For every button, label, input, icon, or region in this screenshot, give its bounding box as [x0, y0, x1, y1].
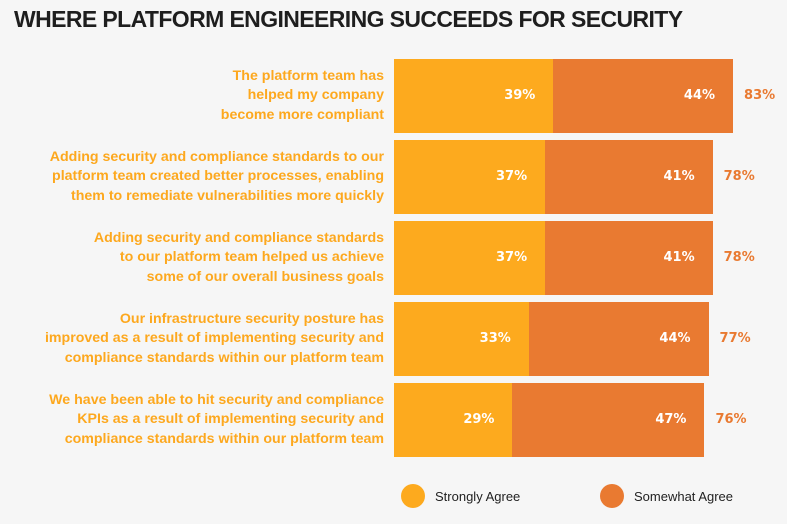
- bar-strongly-agree: [394, 59, 554, 133]
- category-label-line: The platform team has: [232, 67, 384, 84]
- category-label-line: platform team created better processes, …: [52, 168, 384, 185]
- category-label: Our infrastructure security posture has i…: [0, 302, 384, 376]
- total-label: 77%: [719, 331, 751, 346]
- legend-item-strongly-agree: Strongly Agree: [401, 484, 520, 508]
- bar-row: Our infrastructure security posture has i…: [0, 302, 787, 376]
- bar-strongly-agree: [394, 383, 513, 457]
- category-label-line: We have been able to hit security and co…: [49, 391, 384, 408]
- category-label: Adding security and compliance standards…: [0, 140, 384, 214]
- bar-value-label: 44%: [659, 331, 691, 346]
- total-label: 78%: [723, 169, 755, 184]
- bar-row: Adding security and compliance standards…: [0, 140, 787, 214]
- category-label: Adding security and compliance standards…: [0, 221, 384, 295]
- bar-value-label: 33%: [479, 331, 511, 346]
- chart-title: WHERE PLATFORM ENGINEERING SUCCEEDS FOR …: [14, 6, 683, 32]
- bar-strongly-agree: [394, 140, 546, 214]
- bar-strongly-agree: [394, 302, 529, 376]
- bar-somewhat-agree: [512, 383, 705, 457]
- legend-swatch-strongly-agree: [401, 484, 425, 508]
- bar-somewhat-agree: [545, 140, 713, 214]
- bar-value-label: 47%: [655, 412, 687, 427]
- total-label: 76%: [715, 412, 747, 427]
- legend-swatch-somewhat-agree: [600, 484, 624, 508]
- bar-value-label: 44%: [683, 88, 716, 103]
- category-label-line: Our infrastructure security posture has: [119, 310, 384, 327]
- bar-somewhat-agree: [528, 302, 709, 376]
- bar-value-label: 29%: [463, 412, 495, 427]
- category-label-line: to our platform team helped us achieve: [119, 249, 384, 266]
- bar-value-label: 37%: [496, 169, 528, 184]
- bar-row: We have been able to hit security and co…: [0, 383, 787, 457]
- legend-label: Somewhat Agree: [634, 488, 734, 504]
- legend-item-somewhat-agree: Somewhat Agree: [600, 484, 733, 508]
- category-label-line: Adding security and compliance standards…: [49, 148, 384, 165]
- bar-somewhat-agree: [545, 221, 713, 295]
- category-label-line: them to remediate vulnerabilities more q…: [70, 187, 384, 204]
- category-label-line: compliance standards within our platform…: [64, 349, 384, 366]
- bar-value-label: 39%: [504, 88, 536, 103]
- bar-value-label: 41%: [663, 250, 695, 265]
- total-label: 78%: [723, 250, 755, 265]
- legend-label: Strongly Agree: [435, 488, 521, 504]
- bar-row: The platform team has helped my company be…: [0, 59, 787, 133]
- bar-somewhat-agree: [553, 59, 734, 133]
- category-label: The platform team has helped my company be…: [0, 59, 384, 133]
- category-label-line: compliance standards within our platform…: [64, 430, 384, 447]
- category-label-line: become more compliant: [220, 106, 384, 123]
- category-label-line: some of our overall business goals: [146, 268, 384, 285]
- bar-strongly-agree: [394, 221, 546, 295]
- category-label-line: improved as a result of implementing sec…: [44, 330, 384, 347]
- bar-value-label: 41%: [663, 169, 695, 184]
- category-label-line: KPIs as a result of implementing securit…: [77, 411, 384, 428]
- category-label-line: helped my company: [247, 87, 384, 104]
- total-label: 83%: [744, 88, 776, 103]
- category-label-line: Adding security and compliance standards: [93, 229, 384, 246]
- bar-row: Adding security and compliance standards…: [0, 221, 787, 295]
- category-label: We have been able to hit security and co…: [0, 383, 384, 457]
- bar-value-label: 37%: [496, 250, 528, 265]
